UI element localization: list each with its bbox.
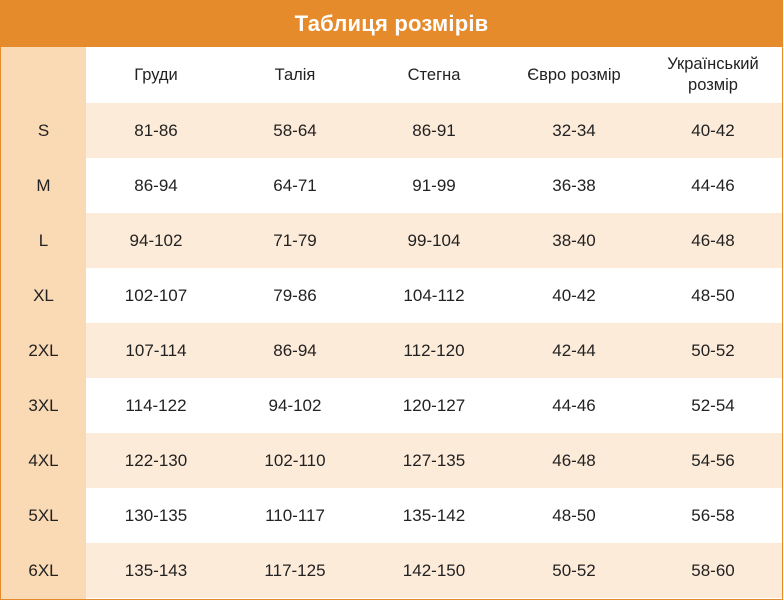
cell-ukrainian-size: 58-60 bbox=[691, 560, 735, 580]
size-label: 6XL bbox=[28, 560, 59, 580]
cell-chest: 107-114 bbox=[125, 340, 187, 360]
chart-title: Таблиця розмірів bbox=[294, 11, 489, 36]
column-header-hips: Стегна bbox=[407, 65, 461, 84]
cell-ukrainian-size: 46-48 bbox=[691, 230, 735, 250]
size-label: XL bbox=[33, 285, 54, 305]
cell-ukrainian-size: 40-42 bbox=[691, 120, 735, 140]
size-label: 3XL bbox=[28, 395, 59, 415]
cell-chest: 102-107 bbox=[124, 285, 188, 305]
header-row: Груди Талія Стегна Євро розмір Українськ… bbox=[86, 47, 782, 103]
table-row: 122-130 102-110 127-135 46-48 54-56 bbox=[86, 433, 782, 488]
cell-euro-size: 44-46 bbox=[552, 395, 596, 415]
table-row: 107-114 86-94 112-120 42-44 50-52 bbox=[86, 323, 782, 378]
cell-hips: 120-127 bbox=[402, 395, 466, 415]
cell-waist: 86-94 bbox=[273, 340, 317, 360]
cell-ukrainian-size: 48-50 bbox=[691, 285, 735, 305]
title-bar: Таблиця розмірів bbox=[1, 1, 782, 47]
table-row: 114-122 94-102 120-127 44-46 52-54 bbox=[86, 378, 782, 433]
cell-euro-size: 50-52 bbox=[552, 560, 596, 580]
cell-ukrainian-size: 50-52 bbox=[691, 340, 735, 360]
table-row: 81-86 58-64 86-91 32-34 40-42 bbox=[86, 103, 782, 158]
cell-waist: 110-117 bbox=[265, 505, 325, 525]
cell-chest: 130-135 bbox=[124, 505, 188, 525]
cell-euro-size: 46-48 bbox=[552, 450, 596, 470]
cell-hips: 91-99 bbox=[412, 175, 456, 195]
cell-waist: 79-86 bbox=[273, 285, 317, 305]
column-header-chest: Груди bbox=[134, 65, 178, 84]
cell-euro-size: 48-50 bbox=[552, 505, 596, 525]
cell-hips: 135-142 bbox=[402, 505, 466, 525]
cell-chest: 81-86 bbox=[134, 120, 178, 140]
cell-hips: 86-91 bbox=[412, 120, 456, 140]
cell-chest: 86-94 bbox=[134, 175, 178, 195]
column-header-waist: Талія bbox=[274, 65, 316, 84]
cell-euro-size: 32-34 bbox=[552, 120, 596, 140]
cell-hips: 127-135 bbox=[402, 450, 466, 470]
cell-chest: 114-122 bbox=[125, 395, 187, 415]
cell-hips: 99-104 bbox=[407, 230, 461, 250]
size-column bbox=[1, 47, 86, 599]
cell-chest: 122-130 bbox=[124, 450, 188, 470]
table-row: 94-102 71-79 99-104 38-40 46-48 bbox=[86, 213, 782, 268]
cell-hips: 112-120 bbox=[403, 340, 465, 360]
size-label: L bbox=[38, 230, 49, 250]
size-label: 2XL bbox=[28, 340, 59, 360]
cell-hips: 142-150 bbox=[402, 560, 466, 580]
cell-chest: 94-102 bbox=[129, 230, 183, 250]
cell-ukrainian-size: 54-56 bbox=[691, 450, 735, 470]
column-header-ukrainian-size: Український розмір bbox=[667, 55, 759, 94]
size-label: 4XL bbox=[28, 450, 59, 470]
cell-euro-size: 42-44 bbox=[552, 340, 596, 360]
cell-waist: 64-71 bbox=[273, 175, 317, 195]
cell-euro-size: 40-42 bbox=[552, 285, 596, 305]
table-row: 102-107 79-86 104-112 40-42 48-50 bbox=[86, 268, 782, 323]
cell-waist: 58-64 bbox=[273, 120, 317, 140]
cell-ukrainian-size: 56-58 bbox=[691, 505, 735, 525]
table-row: 135-143 117-125 142-150 50-52 58-60 bbox=[86, 543, 782, 598]
cell-chest: 135-143 bbox=[124, 560, 188, 580]
size-label: 5XL bbox=[28, 505, 59, 525]
cell-ukrainian-size: 44-46 bbox=[691, 175, 735, 195]
cell-waist: 71-79 bbox=[273, 230, 317, 250]
cell-euro-size: 36-38 bbox=[552, 175, 596, 195]
cell-waist: 117-125 bbox=[264, 560, 326, 580]
table-row: 130-135 110-117 135-142 48-50 56-58 bbox=[86, 488, 782, 543]
cell-ukrainian-size: 52-54 bbox=[691, 395, 735, 415]
cell-hips: 104-112 bbox=[403, 285, 465, 305]
cell-waist: 94-102 bbox=[268, 395, 322, 415]
cell-waist: 102-110 bbox=[264, 450, 326, 470]
size-label: S bbox=[37, 120, 50, 140]
cell-euro-size: 38-40 bbox=[552, 230, 596, 250]
size-label: M bbox=[36, 175, 51, 195]
table-row: 86-94 64-71 91-99 36-38 44-46 bbox=[86, 158, 782, 213]
column-header-euro-size: Євро розмір bbox=[527, 65, 621, 84]
